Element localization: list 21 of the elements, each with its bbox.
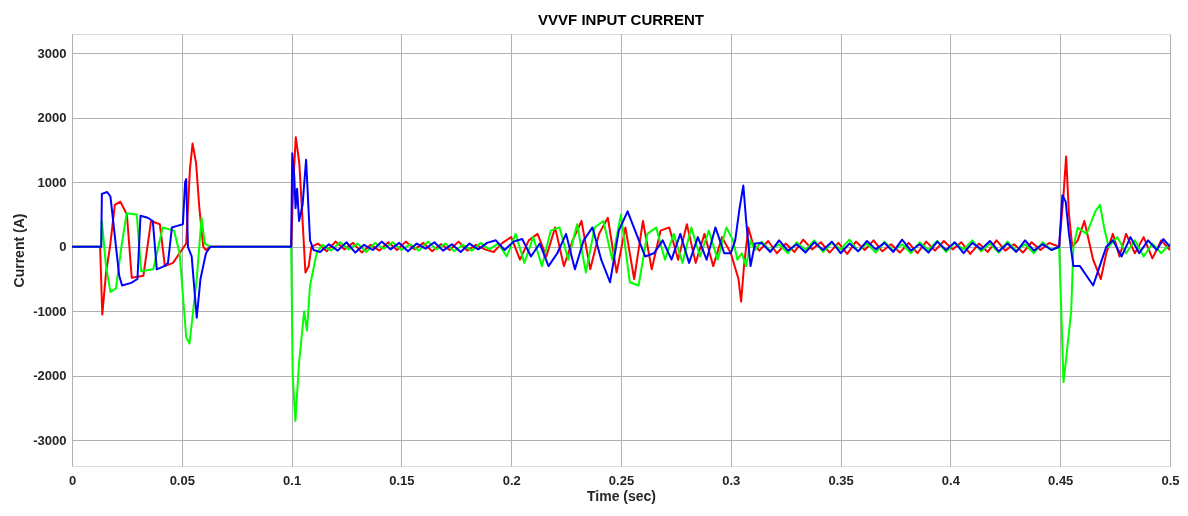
y-tick-label: 2000 [37, 110, 67, 126]
x-tick-label: 0.4 [941, 472, 961, 488]
y-tick-label: 1000 [37, 174, 67, 190]
x-tick-label: 0.25 [608, 472, 635, 488]
x-tick-label: 0.1 [283, 472, 302, 488]
x-axis-title: Time (sec) [587, 487, 656, 504]
y-tick-label: -1000 [33, 303, 67, 319]
x-tick-label: 0.15 [389, 472, 415, 488]
x-tick-label: 0.5 [1161, 472, 1180, 488]
x-tick-label: 0 [68, 472, 77, 488]
y-tick-label: -2000 [33, 368, 67, 384]
x-tick-label: 0.35 [828, 472, 854, 488]
y-tick-label: 3000 [37, 45, 67, 61]
y-tick-label: -3000 [33, 432, 67, 448]
x-tick-label: 0.05 [169, 472, 195, 488]
x-tick-label: 0.45 [1048, 472, 1074, 488]
chart-title: VVVF INPUT CURRENT [538, 11, 704, 28]
x-tick-label: 0.2 [502, 472, 521, 488]
x-tick-label: 0.3 [722, 472, 741, 488]
y-axis-title: Current (A) [11, 213, 28, 288]
y-tick-label: 0 [59, 239, 67, 255]
